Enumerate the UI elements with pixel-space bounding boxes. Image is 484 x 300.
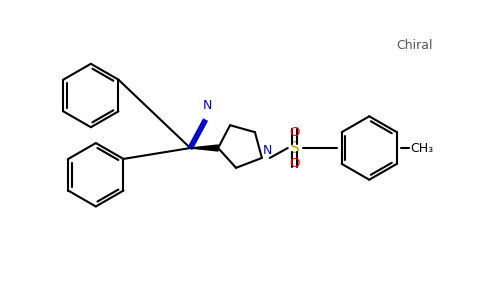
Text: O: O: [289, 126, 300, 139]
Polygon shape: [190, 145, 218, 151]
Text: O: O: [289, 157, 300, 170]
Text: S: S: [290, 140, 300, 155]
Text: N: N: [202, 99, 212, 112]
Text: N: N: [263, 144, 272, 157]
Text: CH₃: CH₃: [410, 142, 433, 154]
Text: Chiral: Chiral: [396, 40, 432, 52]
